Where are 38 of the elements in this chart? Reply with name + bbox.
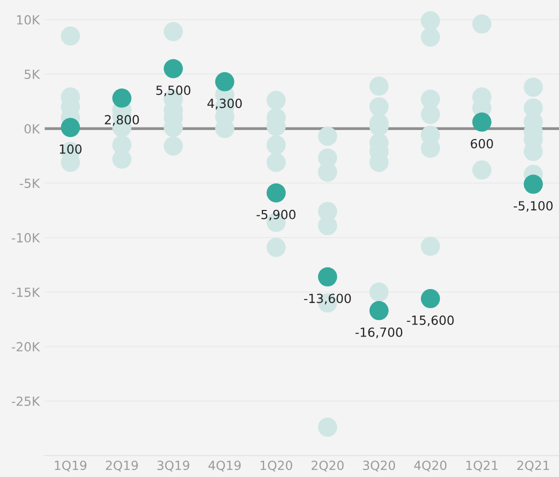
point xyxy=(524,174,543,194)
x-tick-label: 4Q20 xyxy=(414,460,446,472)
data-label: -13,600 xyxy=(304,294,351,304)
point xyxy=(164,59,183,78)
y-tick-label: 10K xyxy=(17,15,40,25)
point xyxy=(266,183,286,202)
point xyxy=(369,301,389,320)
data-label: 600 xyxy=(470,138,493,148)
point xyxy=(318,267,338,286)
y-tick-label: -20K xyxy=(12,342,40,352)
x-tick-label: 3Q19 xyxy=(157,460,190,472)
data-label: -5,100 xyxy=(514,201,553,212)
data-label: -5,900 xyxy=(256,210,296,221)
point xyxy=(472,112,492,132)
x-tick-label: 4Q19 xyxy=(208,460,241,472)
point xyxy=(60,118,80,138)
point xyxy=(420,289,440,308)
data-label: 4,300 xyxy=(207,98,242,110)
x-tick-label: 2Q21 xyxy=(517,460,549,472)
point xyxy=(215,72,234,92)
x-tick-label: 1Q19 xyxy=(54,460,86,472)
data-label: -16,700 xyxy=(355,327,402,338)
x-tick-label: 2Q20 xyxy=(312,460,344,472)
x-tick-label: 2Q19 xyxy=(106,460,138,472)
data-label: 2,800 xyxy=(104,114,139,126)
data-label: 100 xyxy=(60,144,82,154)
y-tick-label: 5K xyxy=(24,70,40,80)
data-label: 5,500 xyxy=(156,86,190,96)
y-tick-label: -5K xyxy=(20,178,40,188)
x-tick-label: 1Q21 xyxy=(466,460,498,472)
point xyxy=(112,88,132,108)
x-tick-label: 1Q20 xyxy=(260,460,292,472)
y-tick-label: -25K xyxy=(12,396,40,406)
y-tick-label: -10K xyxy=(12,233,40,242)
x-tick-label: 3Q20 xyxy=(363,460,396,472)
y-tick-label: 0K xyxy=(24,124,40,134)
data-label: -15,600 xyxy=(406,315,454,326)
y-tick-label: -15K xyxy=(12,288,40,297)
